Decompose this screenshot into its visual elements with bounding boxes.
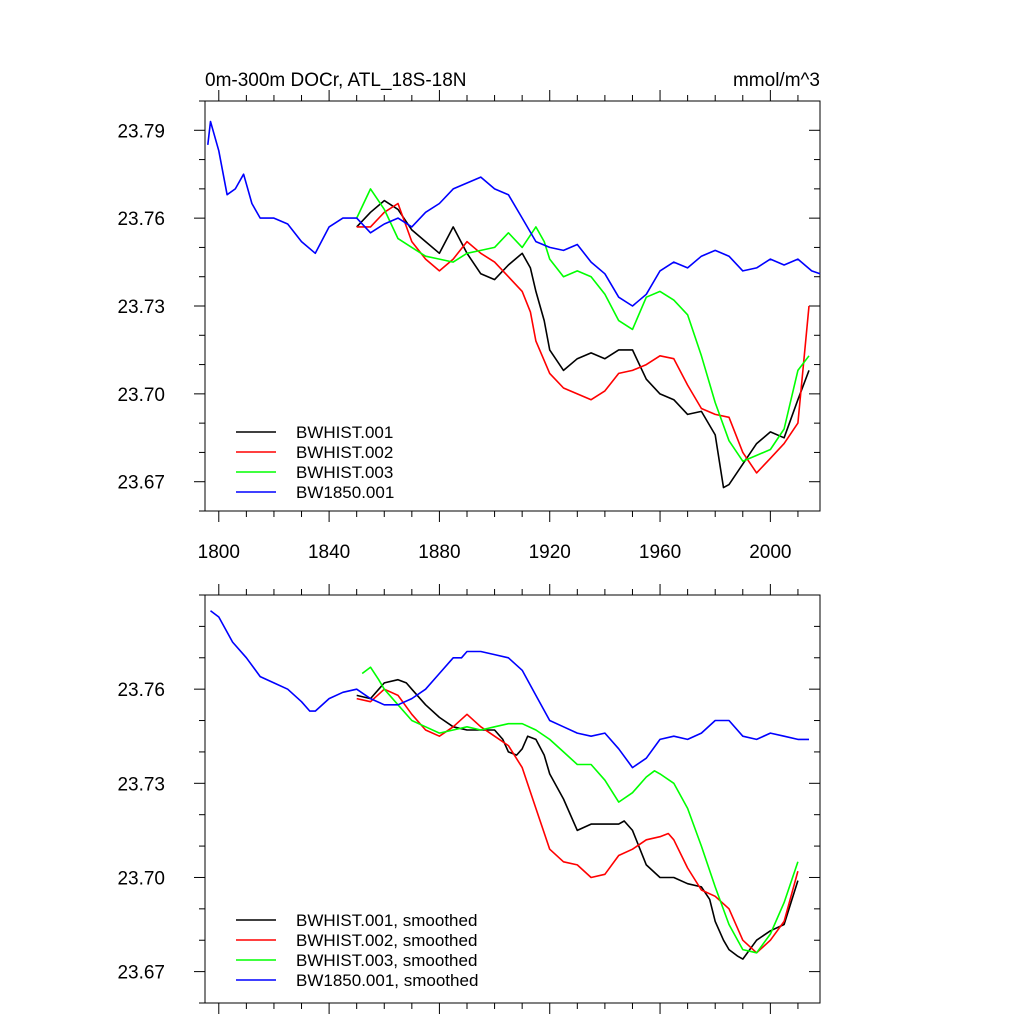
legend-label: BWHIST.003, smoothed <box>296 951 477 970</box>
y-tick-label: 23.70 <box>117 868 165 889</box>
y-tick-label: 23.76 <box>117 209 165 230</box>
legend-label: BWHIST.001 <box>296 423 393 442</box>
bottom-panel: 23.67 23.70 23.73 23.76 BWHIST.001, smoothed… <box>117 584 821 1014</box>
series-line-bw1850-001-smoothed <box>210 610 809 769</box>
legend-label: BWHIST.001, smoothed <box>296 911 477 930</box>
series-line-bwhist-001-smoothed <box>356 678 799 960</box>
series-line-bwhist-001 <box>356 199 810 489</box>
x-tick-label: 1960 <box>639 542 681 563</box>
x-tick-label: 2000 <box>749 542 791 563</box>
legend-label: BW1850.001, smoothed <box>296 971 478 990</box>
top-panel: 1800 1840 1880 1920 1960 2000 23.67 23.70 23.73 2… <box>117 90 821 563</box>
legend-label: BWHIST.002, smoothed <box>296 931 477 950</box>
chart-units: mmol/m^3 <box>733 70 820 91</box>
y-tick-label: 23.73 <box>117 774 165 795</box>
x-tick-label: 1880 <box>418 542 460 563</box>
x-tick-label: 1800 <box>198 542 240 563</box>
plot-frame <box>204 594 821 1004</box>
series-line-bwhist-003-smoothed <box>361 666 799 954</box>
x-tick-label: 1840 <box>308 542 350 563</box>
y-tick-label: 23.67 <box>117 963 165 984</box>
y-tick-label: 23.73 <box>117 297 165 318</box>
y-tick-label: 23.67 <box>117 473 165 494</box>
y-tick-label: 23.70 <box>117 385 165 406</box>
y-tick-label: 23.76 <box>117 680 165 701</box>
series-line-bwhist-003 <box>355 188 810 462</box>
x-tick-label: 1920 <box>529 542 571 563</box>
legend-label: BWHIST.003 <box>296 463 393 482</box>
legend-label: BW1850.001 <box>296 483 394 502</box>
series-line-bwhist-002 <box>356 202 810 474</box>
chart-title: 0m-300m DOCr, ATL_18S-18N <box>205 70 467 91</box>
y-tick-label: 23.79 <box>117 121 165 142</box>
series-line-bwhist-002-smoothed <box>356 688 799 954</box>
legend-label: BWHIST.002 <box>296 443 393 462</box>
series-line-bw1850-001 <box>207 120 821 307</box>
